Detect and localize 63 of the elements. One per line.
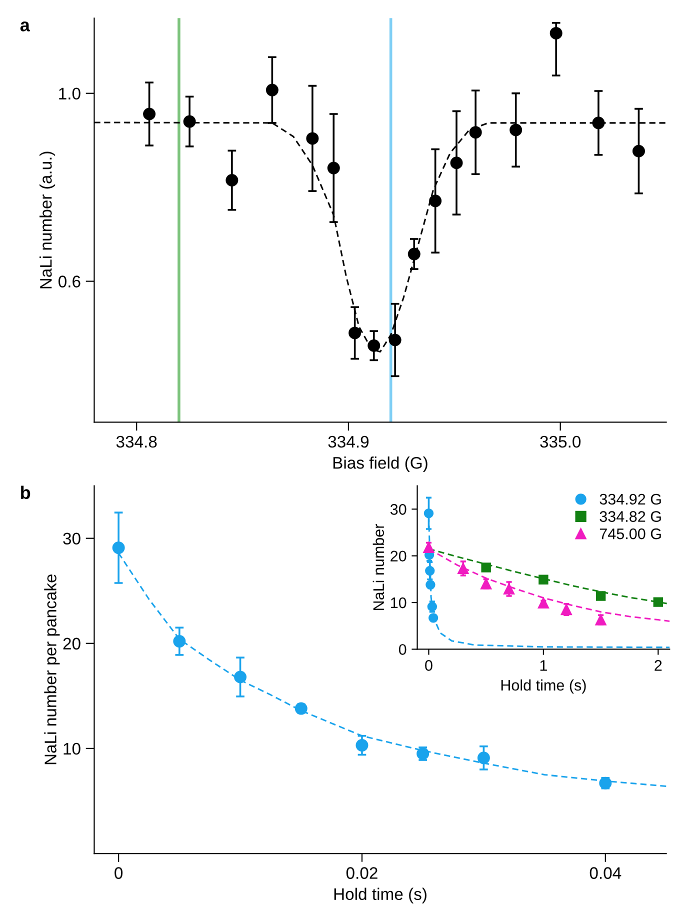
point: [458, 562, 469, 574]
y-tick-label: 0: [398, 644, 406, 655]
point: [550, 26, 562, 40]
point: [266, 84, 278, 96]
point: [408, 248, 420, 260]
point: [388, 334, 402, 346]
point: [450, 156, 463, 170]
x-tick-label: 2: [654, 660, 662, 671]
x-tick-label: 0: [425, 660, 432, 671]
text: b: [21, 486, 30, 500]
point: [503, 583, 515, 595]
point: [368, 339, 380, 352]
point: [424, 508, 434, 518]
point: [481, 562, 491, 572]
point: [226, 174, 238, 187]
x-axis-title: Bias field (G): [333, 456, 428, 472]
point: [538, 597, 550, 609]
x-tick-label: 0: [114, 867, 123, 879]
point: [425, 566, 435, 576]
point: [348, 326, 362, 340]
point: [592, 116, 605, 130]
point: [143, 108, 156, 120]
x-axis-title: Hold time (s): [501, 679, 586, 694]
point: [429, 194, 442, 208]
point: [423, 542, 434, 553]
legend-label: 745.00 G: [600, 528, 661, 540]
x-tick-label: 335.0: [540, 436, 581, 448]
point: [596, 591, 606, 601]
y-tick-label: 0.6: [58, 276, 80, 288]
y-axis-title: NaLi number (a.u.): [40, 152, 56, 288]
point: [294, 702, 308, 715]
x-axis-title: Hold time (s): [334, 888, 426, 904]
text: a: [20, 22, 30, 32]
y-tick-label: 20: [390, 550, 406, 562]
point: [477, 752, 490, 764]
y-tick-label: 20: [63, 638, 80, 650]
legend-label: 334.82 G: [600, 511, 661, 522]
point: [428, 613, 438, 623]
y-tick-label: 1.0: [59, 88, 80, 100]
x-tick-label: 0.04: [590, 867, 622, 879]
point: [356, 739, 368, 752]
point: [469, 126, 482, 139]
y-tick-label: 30: [390, 504, 406, 515]
y-axis-title: NaLi number: [372, 524, 384, 610]
x-tick-label: 0.02: [346, 867, 378, 879]
y-tick-label: 10: [391, 597, 406, 608]
point: [632, 144, 645, 158]
point: [173, 635, 186, 648]
point: [183, 115, 196, 128]
point: [112, 542, 125, 554]
point: [327, 162, 340, 174]
point: [306, 132, 319, 145]
x-tick-label: 334.9: [328, 436, 369, 448]
y-tick-label: 10: [64, 742, 80, 755]
y-axis-title: NaLi number per pancake: [44, 574, 60, 764]
x-tick-label: 1: [540, 660, 547, 671]
y-tick-label: 30: [63, 532, 80, 545]
point: [653, 597, 664, 607]
point: [510, 124, 522, 136]
point: [538, 574, 548, 585]
x-tick-label: 334.8: [116, 436, 157, 448]
point: [234, 670, 247, 684]
legend-label: 334.92 G: [600, 494, 661, 505]
